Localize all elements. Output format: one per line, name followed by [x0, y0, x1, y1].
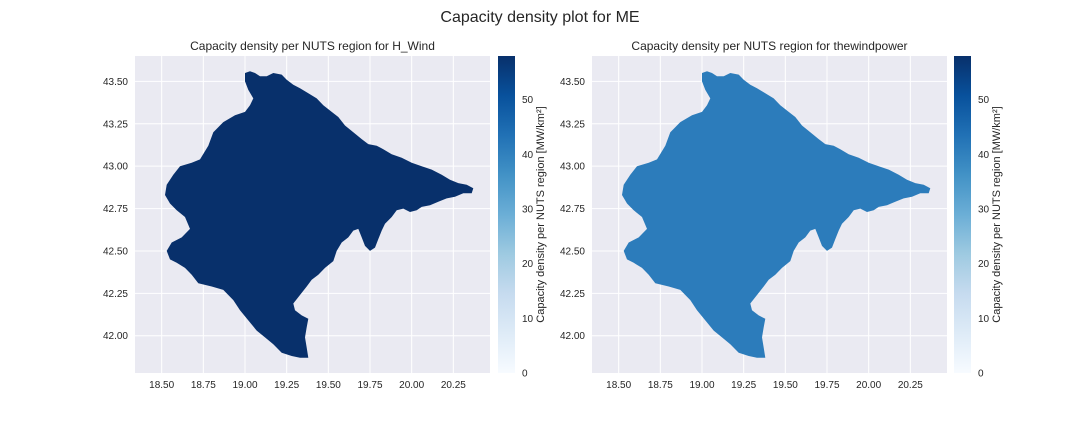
y-tick-label: 42.50: [560, 246, 585, 257]
colorbar-label: Capacity density per NUTS region [MW/km²…: [991, 106, 1003, 322]
y-tick-label: 42.25: [103, 289, 128, 300]
region-me: [165, 71, 474, 358]
y-tick-label: 42.75: [103, 204, 128, 215]
y-tick-label: 42.00: [103, 331, 128, 342]
colorbar-tick-label: 30: [522, 205, 534, 216]
x-tick-label: 18.75: [191, 380, 216, 391]
x-tick-label: 19.75: [814, 380, 839, 391]
x-tick-label: 20.00: [399, 380, 424, 391]
figure-title: Capacity density plot for ME: [440, 9, 639, 26]
chart-panel-2: 18.50 18.75 19.00 19.25 19.50 19.75 20.00 20.25…: [560, 39, 1003, 391]
y-tick-label: 42.25: [560, 289, 585, 300]
colorbar-tick-label: 40: [522, 150, 534, 161]
x-tick-label: 19.75: [357, 380, 382, 391]
x-tick-label: 19.50: [316, 380, 341, 391]
region-me: [622, 71, 931, 358]
x-tick-label: 19.00: [232, 380, 257, 391]
x-tick-label: 19.25: [274, 380, 299, 391]
y-tick-label: 42.75: [560, 204, 585, 215]
x-tick-label: 20.00: [856, 380, 881, 391]
y-tick-label: 43.25: [560, 119, 585, 130]
colorbar-tick-label: 20: [522, 259, 534, 270]
y-tick-label: 42.50: [103, 246, 128, 257]
colorbar-tick-label: 20: [978, 259, 990, 270]
colorbar-tick-label: 10: [522, 314, 534, 325]
y-tick-label: 43.50: [103, 77, 128, 88]
y-tick-label: 43.00: [103, 162, 128, 173]
y-tick-label: 43.25: [103, 119, 128, 130]
x-tick-label: 18.50: [606, 380, 631, 391]
colorbar: [954, 56, 971, 373]
colorbar-tick-label: 0: [522, 369, 528, 380]
y-tick-label: 42.00: [560, 331, 585, 342]
x-tick-label: 20.25: [441, 380, 466, 391]
colorbar-tick-label: 0: [978, 369, 984, 380]
colorbar-label: Capacity density per NUTS region [MW/km²…: [535, 106, 547, 322]
x-tick-label: 19.00: [689, 380, 714, 391]
x-tick-label: 20.25: [898, 380, 923, 391]
colorbar: [498, 56, 515, 373]
panel-title: Capacity density per NUTS region for H_W…: [190, 39, 435, 53]
colorbar-tick-label: 10: [978, 314, 990, 325]
y-tick-label: 43.50: [560, 77, 585, 88]
colorbar-tick-label: 40: [978, 150, 990, 161]
colorbar-tick-label: 30: [978, 205, 990, 216]
y-tick-label: 43.00: [560, 162, 585, 173]
panel-title: Capacity density per NUTS region for the…: [631, 39, 907, 53]
colorbar-tick-label: 50: [978, 95, 990, 106]
colorbar-tick-label: 50: [522, 95, 534, 106]
chart-panel-1: 18.50 18.75 19.00 19.25 19.50 19.75 20.00 20.25…: [103, 39, 547, 391]
x-tick-label: 19.50: [773, 380, 798, 391]
x-tick-label: 18.75: [648, 380, 673, 391]
x-tick-label: 18.50: [149, 380, 174, 391]
x-tick-label: 19.25: [731, 380, 756, 391]
